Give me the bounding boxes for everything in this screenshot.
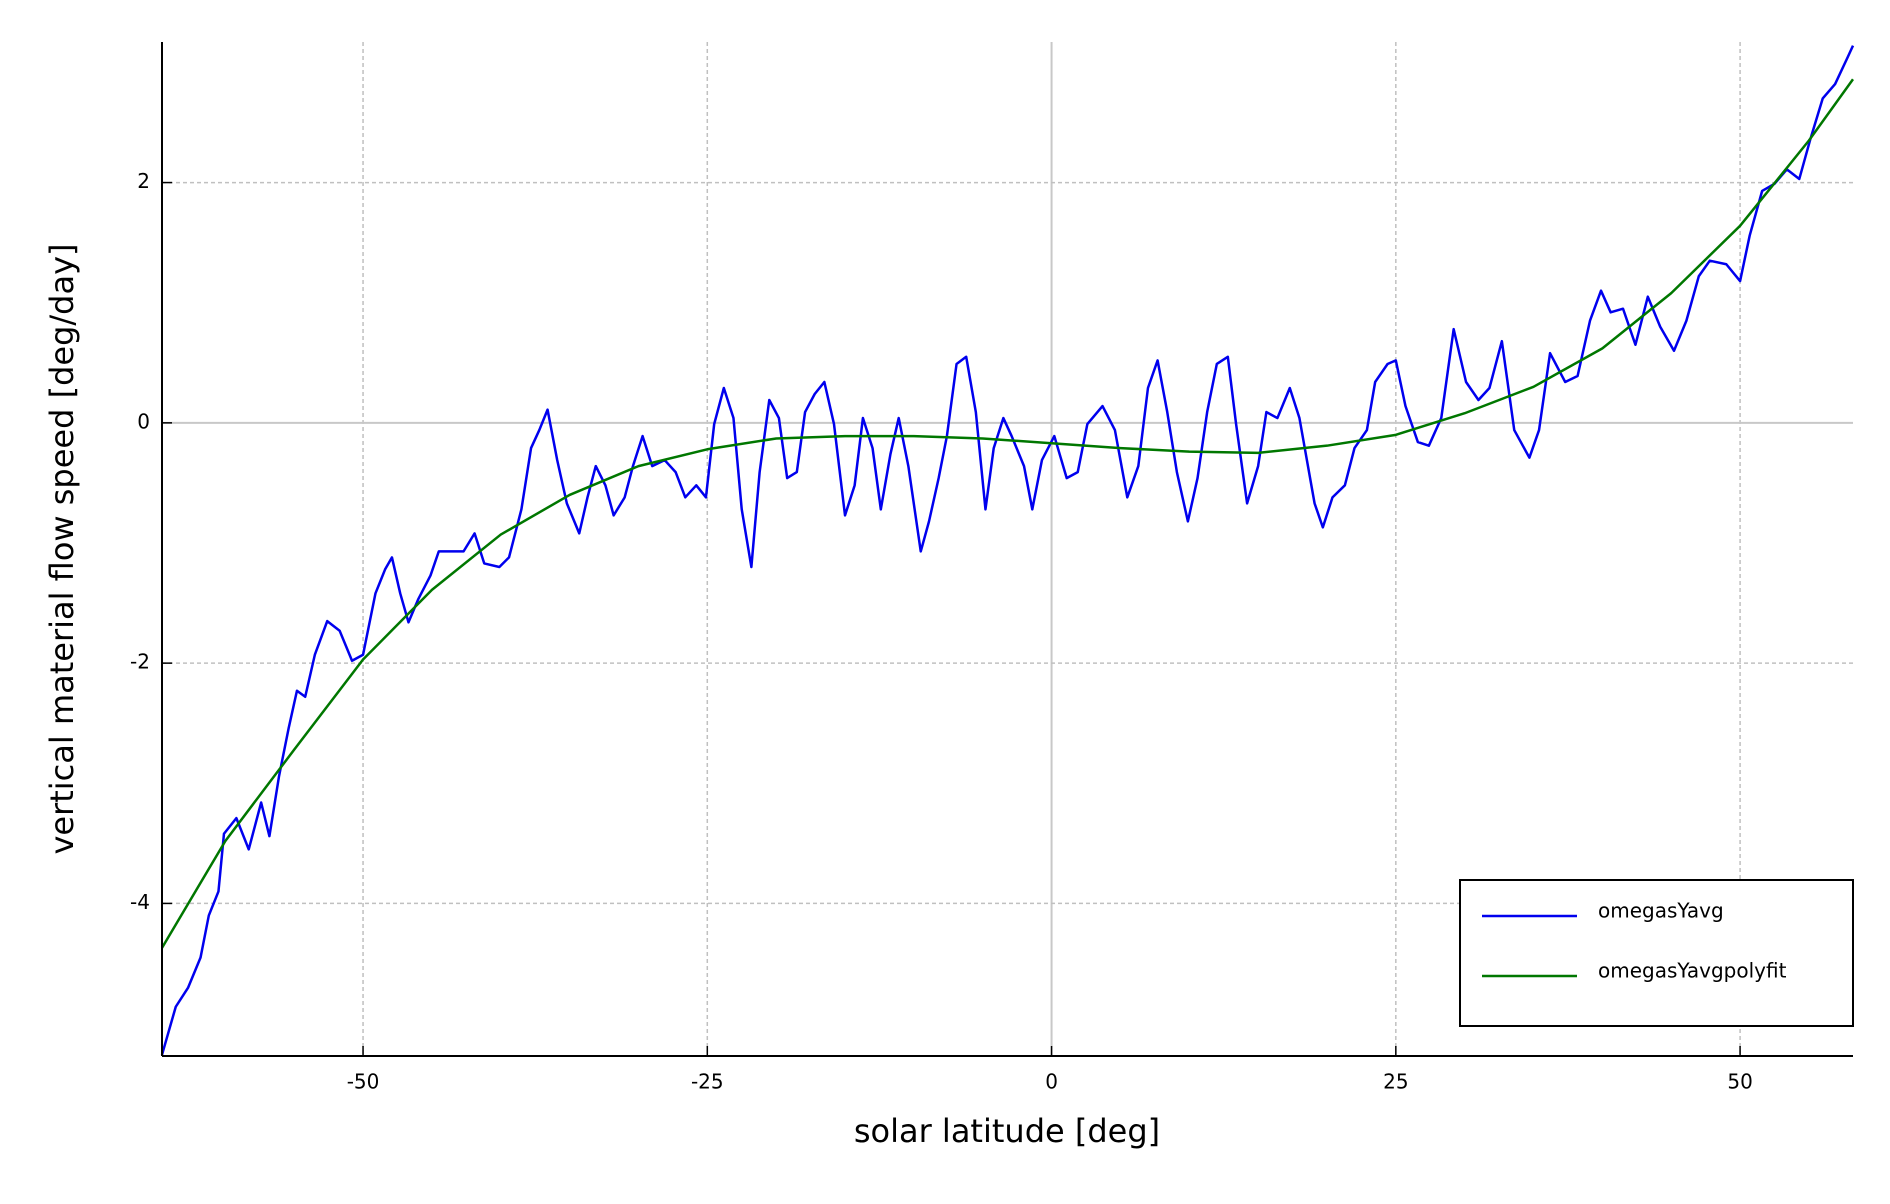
plot-lines — [160, 45, 1855, 1056]
y-tick-label: 2 — [137, 169, 150, 193]
grid — [162, 42, 1853, 1056]
legend-label: omegasYavg — [1598, 899, 1724, 923]
legend: omegasYavg omegasYavgpolyfit — [1459, 879, 1854, 1027]
legend-box — [1459, 879, 1854, 1027]
x-tick-label: 0 — [1045, 1070, 1058, 1094]
y-tick-label: -2 — [130, 650, 150, 674]
data-line — [160, 45, 1855, 1056]
legend-label: omegasYavgpolyfit — [1598, 959, 1787, 983]
x-tick-label: 50 — [1727, 1070, 1752, 1094]
y-tick-label: 0 — [137, 409, 150, 433]
x-tick-label: -50 — [347, 1070, 380, 1094]
y-axis-title: vertical material flow speed [deg/day] — [43, 243, 81, 854]
y-tick-label: -4 — [130, 890, 150, 914]
x-tick-label: -25 — [691, 1070, 724, 1094]
x-tick-label: 25 — [1383, 1070, 1408, 1094]
data-line — [160, 78, 1855, 949]
axes: -50 -25 0 25 50 -4 -2 0 2 — [130, 42, 1853, 1094]
x-axis-title: solar latitude [deg] — [854, 1112, 1160, 1150]
